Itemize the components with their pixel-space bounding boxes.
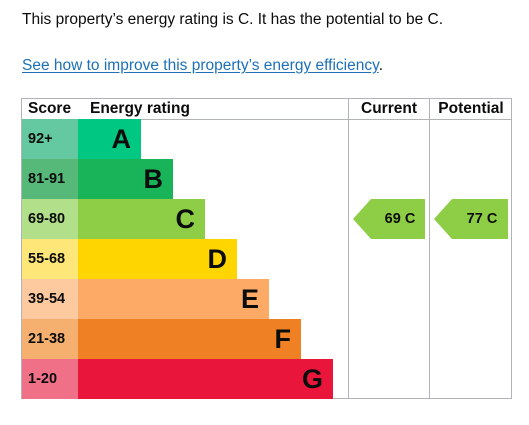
improve-efficiency-link[interactable]: See how to improve this property’s energ… — [22, 57, 379, 74]
band-letter-b: B — [143, 164, 164, 194]
band-letter-a: A — [111, 124, 132, 154]
band-letter-f: F — [274, 324, 292, 354]
current-rating-arrow: 69 C — [353, 199, 425, 239]
band-bar-a: A — [78, 119, 141, 159]
band-letter-g: G — [301, 364, 323, 394]
potential-rating-arrow: 77 C — [434, 199, 508, 239]
improve-efficiency-line: See how to improve this property’s energ… — [22, 56, 383, 76]
energy-rating-table: Score Energy rating Current Potential 92… — [21, 98, 512, 399]
header-score: Score — [28, 100, 72, 117]
band-bar-e: E — [78, 279, 269, 319]
header-current: Current — [361, 100, 417, 117]
band-bar-d: D — [78, 239, 237, 279]
header-divider — [22, 119, 511, 120]
band-score-e: 39-54 — [22, 279, 78, 319]
band-score-g: 1-20 — [22, 359, 78, 399]
band-score-f: 21-38 — [22, 319, 78, 359]
current-column-divider — [348, 99, 349, 398]
band-score-d: 55-68 — [22, 239, 78, 279]
band-score-a: 92+ — [22, 119, 78, 159]
header-potential: Potential — [438, 100, 504, 117]
band-score-c: 69-80 — [22, 199, 78, 239]
link-suffix: . — [378, 57, 383, 74]
band-letter-c: C — [175, 204, 196, 234]
potential-column-divider — [429, 99, 430, 398]
band-bar-c: C — [78, 199, 205, 239]
band-letter-d: D — [207, 244, 228, 274]
band-bar-g: G — [78, 359, 333, 399]
band-letter-e: E — [240, 284, 259, 314]
band-score-b: 81-91 — [22, 159, 78, 199]
band-bar-f: F — [78, 319, 301, 359]
band-bar-b: B — [78, 159, 173, 199]
header-energy-rating: Energy rating — [90, 100, 190, 117]
energy-rating-summary: This property’s energy rating is C. It h… — [22, 11, 444, 28]
